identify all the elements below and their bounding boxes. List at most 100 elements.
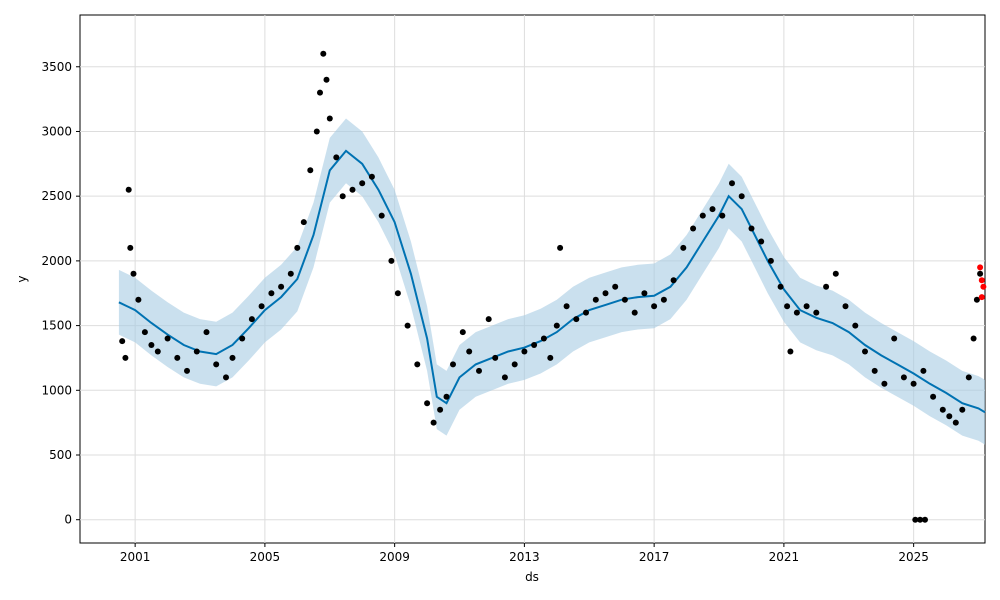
observed-point <box>511 361 518 368</box>
observed-point <box>184 367 190 374</box>
observed-point <box>333 154 340 161</box>
y-axis-ticks: 0 500 1000 1500 2000 2500 3000 3500 <box>41 60 80 527</box>
observed-point <box>414 361 421 368</box>
y-tick-label: 0 <box>64 513 72 527</box>
x-axis-label: ds <box>525 570 539 584</box>
observed-point <box>777 283 784 290</box>
y-tick-label: 3500 <box>41 60 72 74</box>
observed-point <box>910 380 917 387</box>
observed-point <box>450 361 456 368</box>
observed-point <box>394 290 401 297</box>
observed-point <box>970 335 977 342</box>
x-tick-label: 2017 <box>639 550 670 564</box>
observed-point <box>164 335 171 342</box>
observed-point <box>959 406 966 413</box>
observed-point <box>248 316 255 323</box>
observed-point <box>748 225 755 232</box>
observed-point <box>141 329 148 336</box>
observed-point <box>485 316 492 323</box>
observed-point <box>154 348 161 355</box>
observed-point <box>641 290 648 297</box>
observed-point <box>122 354 129 361</box>
highlight-points <box>977 264 987 301</box>
highlight-point <box>978 277 985 284</box>
observed-point <box>939 406 946 413</box>
x-axis-ticks: 2001 2005 2009 2013 2017 2021 2025 <box>120 543 929 564</box>
observed-point <box>349 186 356 193</box>
observed-point <box>492 354 499 361</box>
observed-point <box>223 374 229 381</box>
forecast-series-line <box>118 149 986 414</box>
observed-point <box>203 329 210 336</box>
observed-point <box>294 244 301 251</box>
observed-point <box>130 270 137 277</box>
observed-point <box>404 322 411 329</box>
observed-point <box>621 296 628 303</box>
observed-point <box>612 283 619 290</box>
observed-point <box>476 367 482 374</box>
observed-point <box>670 277 677 284</box>
observed-point <box>787 348 794 355</box>
observed-point <box>729 180 735 187</box>
observed-point <box>930 393 937 400</box>
observed-point <box>563 303 570 310</box>
uncertainty-band <box>118 118 985 445</box>
observed-point <box>631 309 638 316</box>
observed-point <box>920 367 927 374</box>
observed-point <box>540 335 547 342</box>
y-tick-label: 2000 <box>41 254 72 268</box>
observed-point <box>531 342 538 348</box>
uncertainty-band-area <box>118 118 985 445</box>
observed-point <box>719 212 726 219</box>
observed-point <box>602 290 609 297</box>
observed-point <box>300 219 307 226</box>
observed-point <box>135 296 142 303</box>
x-tick-label: 2005 <box>250 550 281 564</box>
x-tick-label: 2021 <box>769 550 800 564</box>
observed-point <box>553 322 560 329</box>
observed-point <box>952 419 959 426</box>
observed-point <box>900 374 907 381</box>
observed-point <box>977 270 984 277</box>
observed-point <box>317 89 323 96</box>
highlight-point <box>978 294 985 301</box>
observed-point <box>268 290 275 297</box>
observed-point <box>501 374 508 381</box>
observed-point <box>320 50 327 57</box>
observed-point <box>443 393 450 400</box>
observed-point <box>823 283 830 290</box>
observed-point <box>573 316 580 323</box>
observed-point <box>891 335 898 342</box>
observed-point <box>313 128 320 135</box>
observed-point <box>193 348 200 355</box>
observed-point <box>368 173 375 180</box>
observed-point <box>127 244 134 251</box>
observed-point <box>973 296 980 303</box>
observed-point <box>862 348 868 355</box>
observed-point <box>946 413 953 420</box>
observed-point <box>842 303 849 310</box>
observed-point <box>521 348 528 355</box>
observed-point <box>709 206 716 213</box>
observed-point <box>651 303 658 310</box>
observed-point <box>323 76 330 83</box>
y-tick-label: 1500 <box>41 319 72 333</box>
observed-point <box>784 303 791 310</box>
observed-point <box>793 309 800 316</box>
observed-point <box>917 516 924 523</box>
observed-point <box>803 303 810 310</box>
observed-point <box>287 270 294 277</box>
observed-point <box>125 186 132 193</box>
observed-point <box>965 374 972 381</box>
observed-point <box>922 516 928 523</box>
forecast-line <box>118 149 986 414</box>
observed-point <box>738 193 745 200</box>
highlight-point <box>980 283 987 290</box>
plot-frame <box>79 14 986 544</box>
observed-point <box>424 400 431 407</box>
observed-point <box>359 180 366 187</box>
observed-point <box>326 115 333 122</box>
y-tick-label: 1000 <box>41 383 72 397</box>
observed-point <box>278 283 285 290</box>
